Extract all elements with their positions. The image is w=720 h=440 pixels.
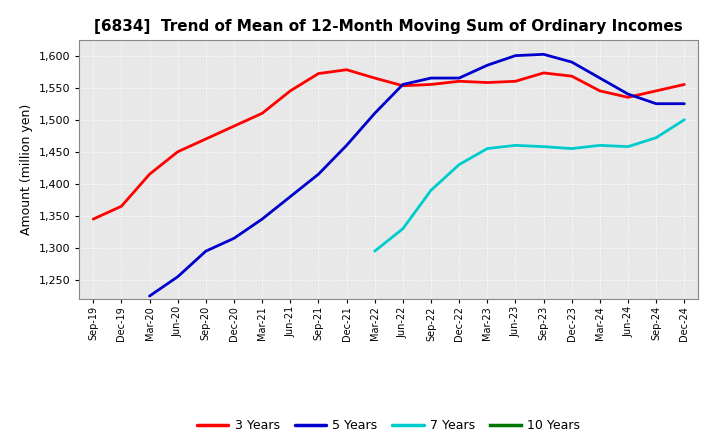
3 Years (117, 204, 126, 209)
3 Years (202, 136, 210, 142)
3 Years (370, 75, 379, 81)
3 Years (680, 82, 688, 87)
7 Years (652, 135, 660, 140)
5 Years (483, 62, 492, 68)
Line: 5 Years: 5 Years (150, 55, 684, 296)
5 Years (511, 53, 520, 58)
5 Years (455, 75, 464, 81)
5 Years (286, 194, 294, 199)
3 Years (399, 83, 408, 88)
3 Years (652, 88, 660, 94)
Title: [6834]  Trend of Mean of 12-Month Moving Sum of Ordinary Incomes: [6834] Trend of Mean of 12-Month Moving … (94, 19, 683, 34)
3 Years (145, 172, 154, 177)
7 Years (399, 226, 408, 231)
7 Years (567, 146, 576, 151)
3 Years (258, 111, 266, 116)
5 Years (230, 236, 238, 241)
3 Years (89, 216, 98, 222)
Legend: 3 Years, 5 Years, 7 Years, 10 Years: 3 Years, 5 Years, 7 Years, 10 Years (192, 414, 585, 437)
7 Years (595, 143, 604, 148)
7 Years (455, 162, 464, 167)
5 Years (314, 172, 323, 177)
3 Years (483, 80, 492, 85)
3 Years (567, 73, 576, 79)
7 Years (539, 144, 548, 149)
Y-axis label: Amount (million yen): Amount (million yen) (20, 104, 33, 235)
3 Years (624, 95, 632, 100)
5 Years (258, 216, 266, 222)
7 Years (680, 117, 688, 122)
5 Years (174, 274, 182, 279)
5 Years (370, 111, 379, 116)
5 Years (652, 101, 660, 106)
3 Years (314, 71, 323, 76)
5 Years (399, 82, 408, 87)
3 Years (455, 79, 464, 84)
7 Years (370, 249, 379, 254)
3 Years (427, 82, 436, 87)
3 Years (511, 79, 520, 84)
3 Years (539, 70, 548, 76)
3 Years (286, 88, 294, 94)
7 Years (483, 146, 492, 151)
5 Years (680, 101, 688, 106)
3 Years (595, 88, 604, 94)
3 Years (230, 124, 238, 129)
5 Years (145, 293, 154, 299)
7 Years (624, 144, 632, 149)
7 Years (511, 143, 520, 148)
3 Years (342, 67, 351, 72)
5 Years (427, 75, 436, 81)
5 Years (539, 52, 548, 57)
5 Years (595, 75, 604, 81)
Line: 7 Years: 7 Years (374, 120, 684, 251)
5 Years (624, 92, 632, 97)
5 Years (342, 143, 351, 148)
5 Years (567, 59, 576, 65)
3 Years (174, 149, 182, 154)
5 Years (202, 249, 210, 254)
Line: 3 Years: 3 Years (94, 70, 684, 219)
7 Years (427, 187, 436, 193)
